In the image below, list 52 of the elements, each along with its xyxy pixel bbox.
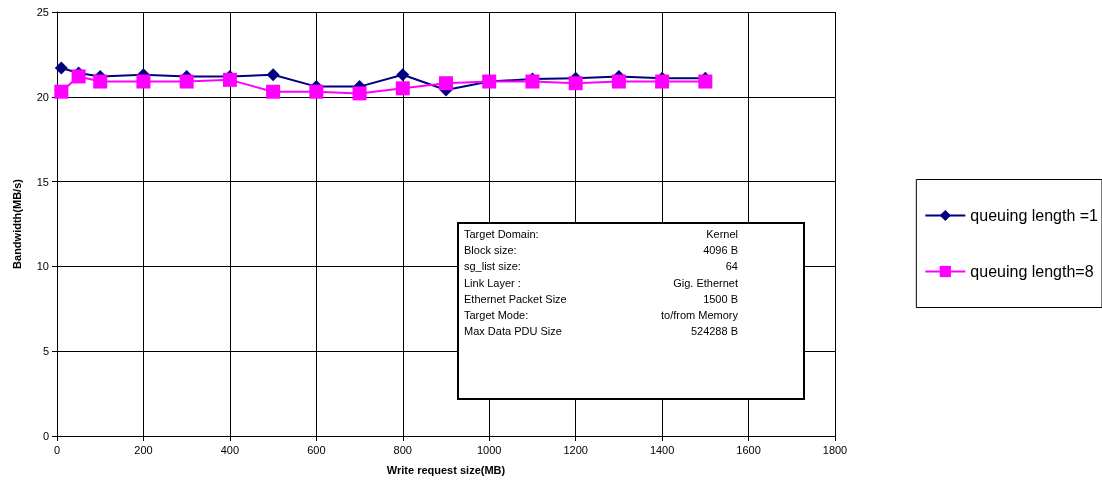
x-tick-label: 400	[220, 443, 240, 456]
point	[352, 86, 367, 101]
x-tick-label: 800	[393, 443, 412, 456]
y-tick-label: 0	[42, 430, 49, 442]
point	[395, 81, 410, 96]
annotation: Max Data PDU Size	[464, 325, 562, 339]
y-tick-label: 25	[36, 6, 49, 18]
annotation: Gig. Ethernet	[673, 276, 738, 290]
annotation: Link Layer :	[464, 276, 521, 290]
annotation: to/from Memory	[660, 309, 738, 322]
annotation: 1500 B	[703, 292, 738, 306]
point	[568, 76, 583, 91]
point	[396, 68, 410, 82]
point	[54, 61, 68, 75]
annotation: Block size:	[464, 244, 517, 258]
annotation: Target Domain:	[464, 228, 539, 241]
point	[611, 74, 626, 89]
point	[655, 74, 670, 89]
x-tick-label: 1800	[822, 443, 848, 456]
point	[179, 74, 194, 89]
x-axis-title: Write request size(MB)	[386, 463, 506, 476]
point	[136, 74, 151, 89]
point	[439, 76, 453, 91]
legend-label: queuing length=8	[970, 263, 1094, 280]
x-tick-label: 1400	[649, 443, 675, 456]
annotation: Kernel	[706, 228, 738, 241]
annotation: 4096 B	[703, 244, 738, 258]
x-tick-label: 1000	[476, 443, 502, 456]
y-axis-title: Bandwidth(MB/s)	[10, 178, 23, 269]
y-tick-label: 10	[36, 260, 49, 273]
annotation: sg_list size:	[464, 260, 521, 274]
x-tick-label: 1200	[563, 443, 588, 456]
point	[71, 69, 86, 84]
point	[54, 84, 69, 99]
point	[93, 74, 108, 89]
annotation: 64	[725, 260, 738, 274]
y-tick-label: 5	[42, 345, 49, 358]
point	[698, 74, 713, 89]
annotation: 524288 B	[690, 325, 738, 339]
x-tick-label: 1600	[736, 443, 761, 456]
x-tick-label: 200	[134, 443, 153, 456]
point	[309, 84, 324, 99]
y-tick-label: 15	[36, 175, 49, 188]
annotation: Ethernet Packet Size	[464, 292, 567, 306]
legend-label: queuing length =1	[970, 207, 1099, 224]
x-tick-label: 0	[53, 443, 61, 456]
point	[222, 72, 237, 87]
y-tick-label: 20	[36, 90, 49, 103]
annotation: Target Mode:	[464, 309, 529, 322]
point	[266, 84, 281, 99]
point	[266, 68, 280, 82]
x-tick-label: 600	[307, 443, 326, 456]
